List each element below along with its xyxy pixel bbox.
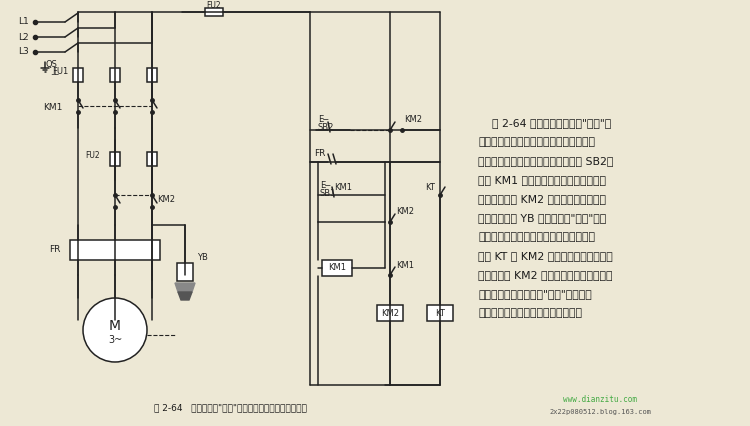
- Text: L1: L1: [18, 17, 28, 26]
- Text: 机立即停止运行时，可按下停止按钮 SB2。: 机立即停止运行时，可按下停止按钮 SB2。: [478, 156, 614, 166]
- Circle shape: [83, 298, 147, 362]
- Text: 3~: 3~: [108, 335, 122, 345]
- Text: 这时 KM1 因断电而切除电动机电源，同: 这时 KM1 因断电而切除电动机电源，同: [478, 175, 606, 185]
- Bar: [205, 8, 223, 16]
- Bar: [177, 263, 193, 281]
- Text: 轮，于是电动机使迅速停止运转，时间继: 轮，于是电动机使迅速停止运转，时间继: [478, 232, 595, 242]
- Text: 被断电而又恢复平时的"松开"状态，至: 被断电而又恢复平时的"松开"状态，至: [478, 289, 592, 299]
- Text: KM1: KM1: [396, 261, 414, 270]
- Polygon shape: [178, 292, 192, 300]
- Text: L2: L2: [18, 32, 28, 41]
- Text: 态的电磁抱闸制动控制线路。当需要电动: 态的电磁抱闸制动控制线路。当需要电动: [478, 137, 595, 147]
- Polygon shape: [175, 283, 195, 292]
- Text: ⊥: ⊥: [50, 67, 58, 77]
- Text: 图 2-64   通电前处于"松开"状态的电磁抱闸制动控制线路: 图 2-64 通电前处于"松开"状态的电磁抱闸制动控制线路: [154, 403, 307, 412]
- Bar: [322, 260, 352, 276]
- Text: E─: E─: [318, 115, 328, 124]
- Text: FU2: FU2: [86, 152, 100, 161]
- Text: QS: QS: [45, 60, 57, 69]
- Text: KM1: KM1: [43, 104, 62, 112]
- Text: FR: FR: [49, 245, 60, 254]
- Bar: [73, 68, 83, 82]
- Text: 电器 KT 被 KM2 的辅助触点通电后，经: 电器 KT 被 KM2 的辅助触点通电后，经: [478, 251, 613, 261]
- Text: 通电的电磁铁 YB 的制动闸紧"抱住"制动: 通电的电磁铁 YB 的制动闸紧"抱住"制动: [478, 213, 606, 223]
- Text: KM2: KM2: [381, 308, 399, 317]
- Bar: [427, 305, 453, 321]
- Text: www.dianzitu.com: www.dianzitu.com: [563, 395, 637, 405]
- Text: 图 2-64 所示为通电前处于"松开"状: 图 2-64 所示为通电前处于"松开"状: [478, 118, 611, 128]
- Text: 此，电磁抱闸完成了一个制动周期。: 此，电磁抱闸完成了一个制动周期。: [478, 308, 582, 318]
- Text: 时又使接触器 KM2 线圈通电并自锁，被: 时又使接触器 KM2 线圈通电并自锁，被: [478, 194, 606, 204]
- Bar: [147, 152, 157, 166]
- Text: KT: KT: [435, 308, 445, 317]
- Text: SB1: SB1: [320, 188, 336, 198]
- Text: KM2: KM2: [157, 195, 175, 204]
- Bar: [377, 305, 403, 321]
- Text: M: M: [109, 319, 121, 333]
- Text: KM2: KM2: [396, 207, 414, 216]
- Text: FU1: FU1: [52, 67, 68, 77]
- Text: FR: FR: [314, 150, 326, 158]
- Bar: [147, 68, 157, 82]
- Text: FU2: FU2: [207, 2, 221, 11]
- Text: E─: E─: [320, 181, 330, 190]
- Bar: [110, 152, 120, 166]
- Text: SB2: SB2: [318, 124, 334, 132]
- Text: 延时后再使 KM2 线圈断电，此时，电磁铁: 延时后再使 KM2 线圈断电，此时，电磁铁: [478, 270, 613, 280]
- Bar: [70, 240, 160, 260]
- Bar: [110, 68, 120, 82]
- Text: KT: KT: [425, 182, 435, 192]
- Text: KM1: KM1: [328, 264, 346, 273]
- Text: YB: YB: [197, 253, 208, 262]
- Text: L3: L3: [18, 48, 28, 57]
- Text: KM1: KM1: [334, 182, 352, 192]
- Text: KM2: KM2: [404, 115, 422, 124]
- Text: 2x22p080512.blog.163.com: 2x22p080512.blog.163.com: [549, 409, 651, 415]
